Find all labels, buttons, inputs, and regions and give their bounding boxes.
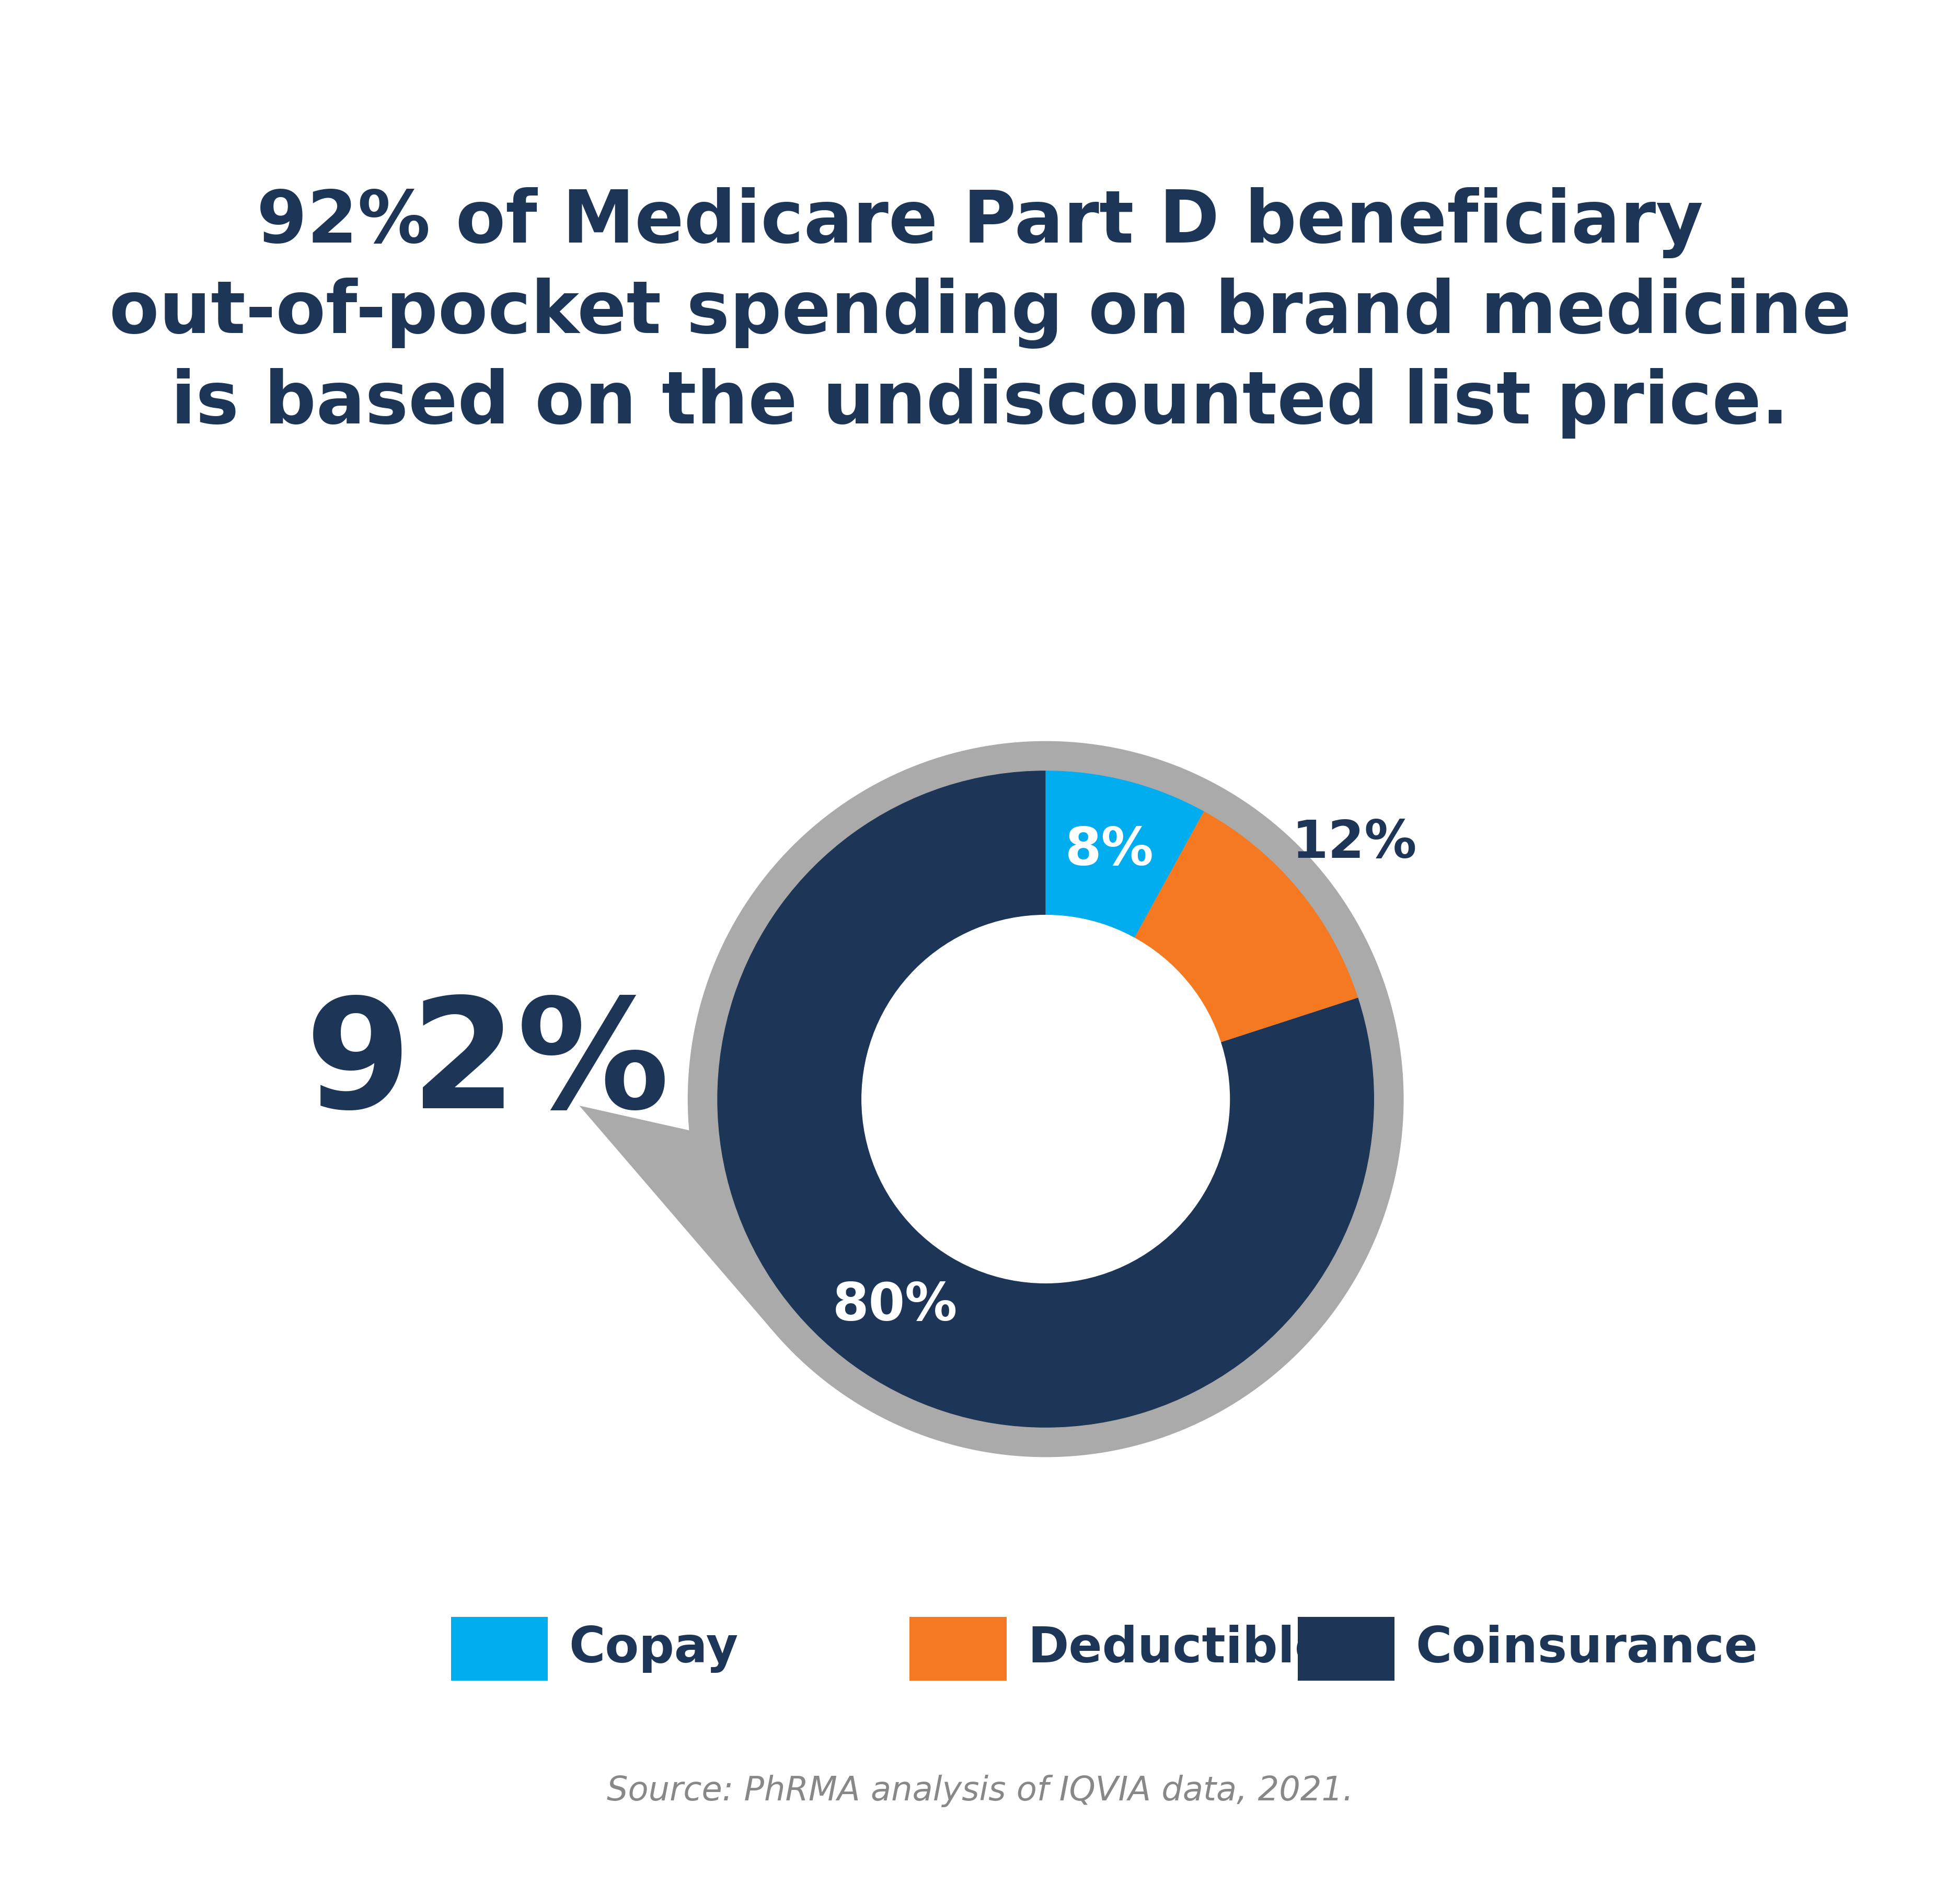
Text: 92% of Medicare Part D beneficiary
out-of-pocket spending on brand medicine
is b: 92% of Medicare Part D beneficiary out-o… [110,188,1850,438]
FancyBboxPatch shape [909,1616,1007,1681]
Polygon shape [580,1105,772,1328]
Text: 92%: 92% [306,993,670,1141]
Text: 12%: 12% [1292,819,1417,870]
Wedge shape [688,741,1403,1457]
Wedge shape [1047,771,1203,938]
Text: 80%: 80% [833,1281,958,1332]
Wedge shape [1135,811,1358,1042]
FancyBboxPatch shape [451,1616,549,1681]
Text: Deductible: Deductible [1027,1624,1329,1673]
Text: Coinsurance: Coinsurance [1415,1624,1758,1673]
Circle shape [862,915,1229,1283]
Text: 8%: 8% [1064,826,1154,875]
Text: Copay: Copay [568,1624,739,1673]
Wedge shape [717,771,1374,1427]
FancyBboxPatch shape [1298,1616,1396,1681]
Text: Source: PhRMA analysis of IQVIA data, 2021.: Source: PhRMA analysis of IQVIA data, 20… [608,1774,1352,1808]
